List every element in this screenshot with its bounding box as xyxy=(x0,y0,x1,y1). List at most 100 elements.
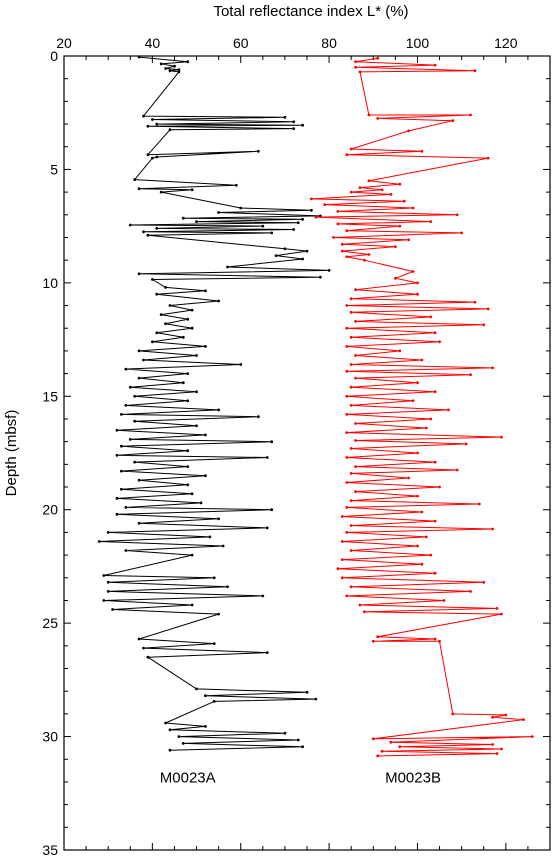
data-point xyxy=(195,424,198,428)
data-point xyxy=(398,224,402,228)
data-point xyxy=(433,63,437,67)
data-point xyxy=(469,373,472,377)
data-point xyxy=(168,748,172,752)
data-point xyxy=(336,567,340,571)
data-point xyxy=(398,349,402,353)
data-point xyxy=(460,231,463,235)
series-line xyxy=(310,57,533,757)
data-point xyxy=(486,156,490,160)
data-point xyxy=(354,65,357,69)
data-point xyxy=(128,385,132,389)
data-point xyxy=(336,222,340,226)
data-point xyxy=(433,331,437,335)
data-point xyxy=(283,247,287,251)
data-point xyxy=(212,642,216,645)
data-point xyxy=(469,113,472,117)
data-point xyxy=(128,223,132,227)
data-point xyxy=(345,304,349,307)
data-point xyxy=(345,326,349,330)
data-point xyxy=(345,153,349,157)
data-point xyxy=(186,465,190,468)
data-point xyxy=(394,245,397,249)
data-point xyxy=(354,376,357,380)
data-point xyxy=(115,428,119,432)
data-point xyxy=(146,233,150,237)
data-point xyxy=(301,745,304,749)
data-point xyxy=(142,646,145,650)
data-point xyxy=(217,211,221,214)
data-point xyxy=(257,415,260,419)
data-point xyxy=(265,651,269,654)
data-point xyxy=(226,585,229,589)
data-point xyxy=(151,340,154,344)
data-point xyxy=(261,594,265,598)
data-point xyxy=(380,749,384,753)
data-point xyxy=(340,576,344,580)
data-point xyxy=(274,254,278,257)
data-point xyxy=(173,64,176,68)
data-point xyxy=(177,735,181,738)
data-point xyxy=(177,68,181,71)
data-point xyxy=(411,399,415,403)
data-point xyxy=(363,610,366,614)
x-tick-label: 100 xyxy=(406,35,430,51)
data-point xyxy=(137,272,141,276)
series-M0023B xyxy=(310,56,534,758)
data-point xyxy=(181,742,185,745)
data-point xyxy=(212,700,216,703)
data-point xyxy=(217,299,221,303)
data-point xyxy=(349,363,353,366)
data-point xyxy=(354,320,357,323)
data-point xyxy=(429,417,433,421)
data-point xyxy=(106,590,110,593)
data-point xyxy=(358,603,362,607)
data-point xyxy=(257,149,260,153)
data-point xyxy=(115,512,119,516)
data-point xyxy=(159,62,163,66)
data-point xyxy=(190,603,194,607)
data-point xyxy=(151,278,154,281)
data-point xyxy=(142,114,145,118)
data-point xyxy=(155,122,159,126)
data-point xyxy=(102,599,106,602)
data-point xyxy=(340,515,344,518)
data-point xyxy=(164,286,168,289)
data-point xyxy=(358,186,362,190)
data-point xyxy=(164,721,168,725)
data-point xyxy=(151,156,154,160)
data-point xyxy=(164,322,168,326)
y-axis-title: Depth (mbsf) xyxy=(3,410,20,497)
data-point xyxy=(168,728,172,732)
data-point xyxy=(416,451,419,455)
data-point xyxy=(522,718,525,721)
data-point xyxy=(495,607,499,610)
data-point xyxy=(305,249,309,253)
data-point xyxy=(310,197,313,201)
data-point xyxy=(371,737,375,741)
data-point xyxy=(424,426,428,430)
data-point xyxy=(190,308,194,312)
data-point xyxy=(318,275,322,279)
data-point xyxy=(124,506,128,509)
data-point xyxy=(491,366,494,370)
data-point xyxy=(354,439,357,442)
data-point xyxy=(106,580,110,584)
data-point xyxy=(195,687,198,691)
data-point xyxy=(146,124,150,128)
data-point xyxy=(482,323,486,327)
data-point xyxy=(120,469,123,473)
data-point xyxy=(137,478,141,482)
data-point xyxy=(420,562,424,566)
data-point xyxy=(407,238,410,242)
data-point xyxy=(204,433,207,437)
data-point xyxy=(212,576,216,580)
data-point xyxy=(376,635,380,639)
data-point xyxy=(137,349,141,353)
data-point xyxy=(367,253,371,256)
data-point xyxy=(442,599,446,602)
x-tick-label: 40 xyxy=(145,35,161,51)
data-point xyxy=(115,497,119,500)
data-point xyxy=(345,229,349,233)
data-point xyxy=(345,413,349,416)
